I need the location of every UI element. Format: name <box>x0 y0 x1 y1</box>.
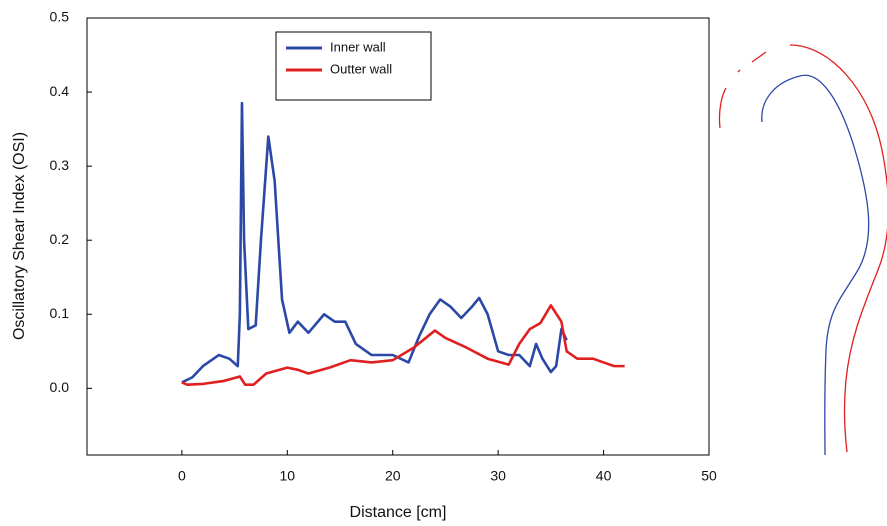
x-tick-label: 30 <box>490 468 506 484</box>
y-tick-label: 0.2 <box>50 231 70 247</box>
plot-frame <box>86 17 710 456</box>
inner-wall-outline <box>761 74 870 456</box>
outer-wall-outline <box>737 69 741 73</box>
x-tick-label: 40 <box>596 468 612 484</box>
line-series <box>181 101 568 384</box>
outer-wall-outline <box>751 51 767 63</box>
x-tick-label: 10 <box>280 468 296 484</box>
y-tick-label: 0.4 <box>50 83 70 99</box>
outer-wall-outline <box>789 44 887 453</box>
legend-label: Inner wall <box>330 39 386 54</box>
legend-label: Outter wall <box>330 61 392 76</box>
vessel-diagram <box>718 44 887 456</box>
y-axis-title: Oscillatory Shear Index (OSI) <box>11 132 28 340</box>
y-tick-label: 0.3 <box>50 157 70 173</box>
y-tick-label: 0.5 <box>50 9 70 25</box>
outer-wall-outline <box>718 87 727 129</box>
y-tick-label: 0.0 <box>50 379 70 395</box>
x-tick-label: 50 <box>701 468 717 484</box>
x-tick-label: 20 <box>385 468 401 484</box>
x-axis-title: Distance [cm] <box>350 504 447 521</box>
legend-box <box>275 31 432 101</box>
y-tick-label: 0.1 <box>50 305 70 321</box>
x-tick-label: 0 <box>178 468 186 484</box>
line-series <box>181 304 625 386</box>
